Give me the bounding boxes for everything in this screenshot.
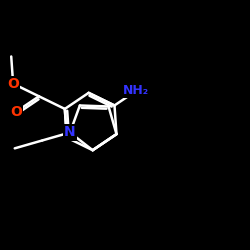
Text: O: O — [7, 77, 19, 91]
Text: NH₂: NH₂ — [123, 84, 149, 98]
Text: N: N — [64, 126, 76, 140]
Text: O: O — [10, 104, 22, 118]
